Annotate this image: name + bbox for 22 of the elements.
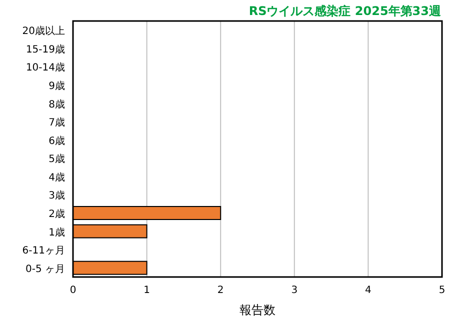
y-tick-label: 5歳 — [48, 153, 65, 166]
x-tick-label: 0 — [70, 285, 76, 296]
x-axis-title: 報告数 — [240, 303, 276, 317]
y-tick-label: 8歳 — [48, 98, 65, 110]
y-tick-label: 0-5 ヶ月 — [25, 264, 65, 275]
y-tick-label: 7歳 — [48, 116, 65, 129]
x-tick-label: 3 — [291, 285, 298, 296]
y-tick-label: 6歳 — [48, 134, 65, 147]
y-tick-label: 3歳 — [48, 190, 65, 202]
y-tick-label: 2歳 — [48, 208, 65, 220]
chart-title: RSウイルス感染症 2025年第33週 — [248, 4, 442, 18]
y-tick-label: 6-11ヶ月 — [22, 246, 65, 257]
y-tick-label: 20歳以上 — [22, 25, 65, 38]
y-tick-label: 4歳 — [48, 171, 65, 184]
y-tick-label: 15-19歳 — [26, 43, 65, 56]
x-tick-label: 2 — [217, 285, 224, 296]
x-tick-label: 4 — [365, 285, 372, 296]
y-tick-label: 10-14歳 — [26, 62, 65, 74]
x-tick-label: 5 — [438, 285, 446, 296]
x-tick-label: 1 — [144, 285, 150, 296]
y-tick-label: 9歳 — [48, 80, 65, 92]
y-tick-label: 1歳 — [48, 226, 65, 238]
